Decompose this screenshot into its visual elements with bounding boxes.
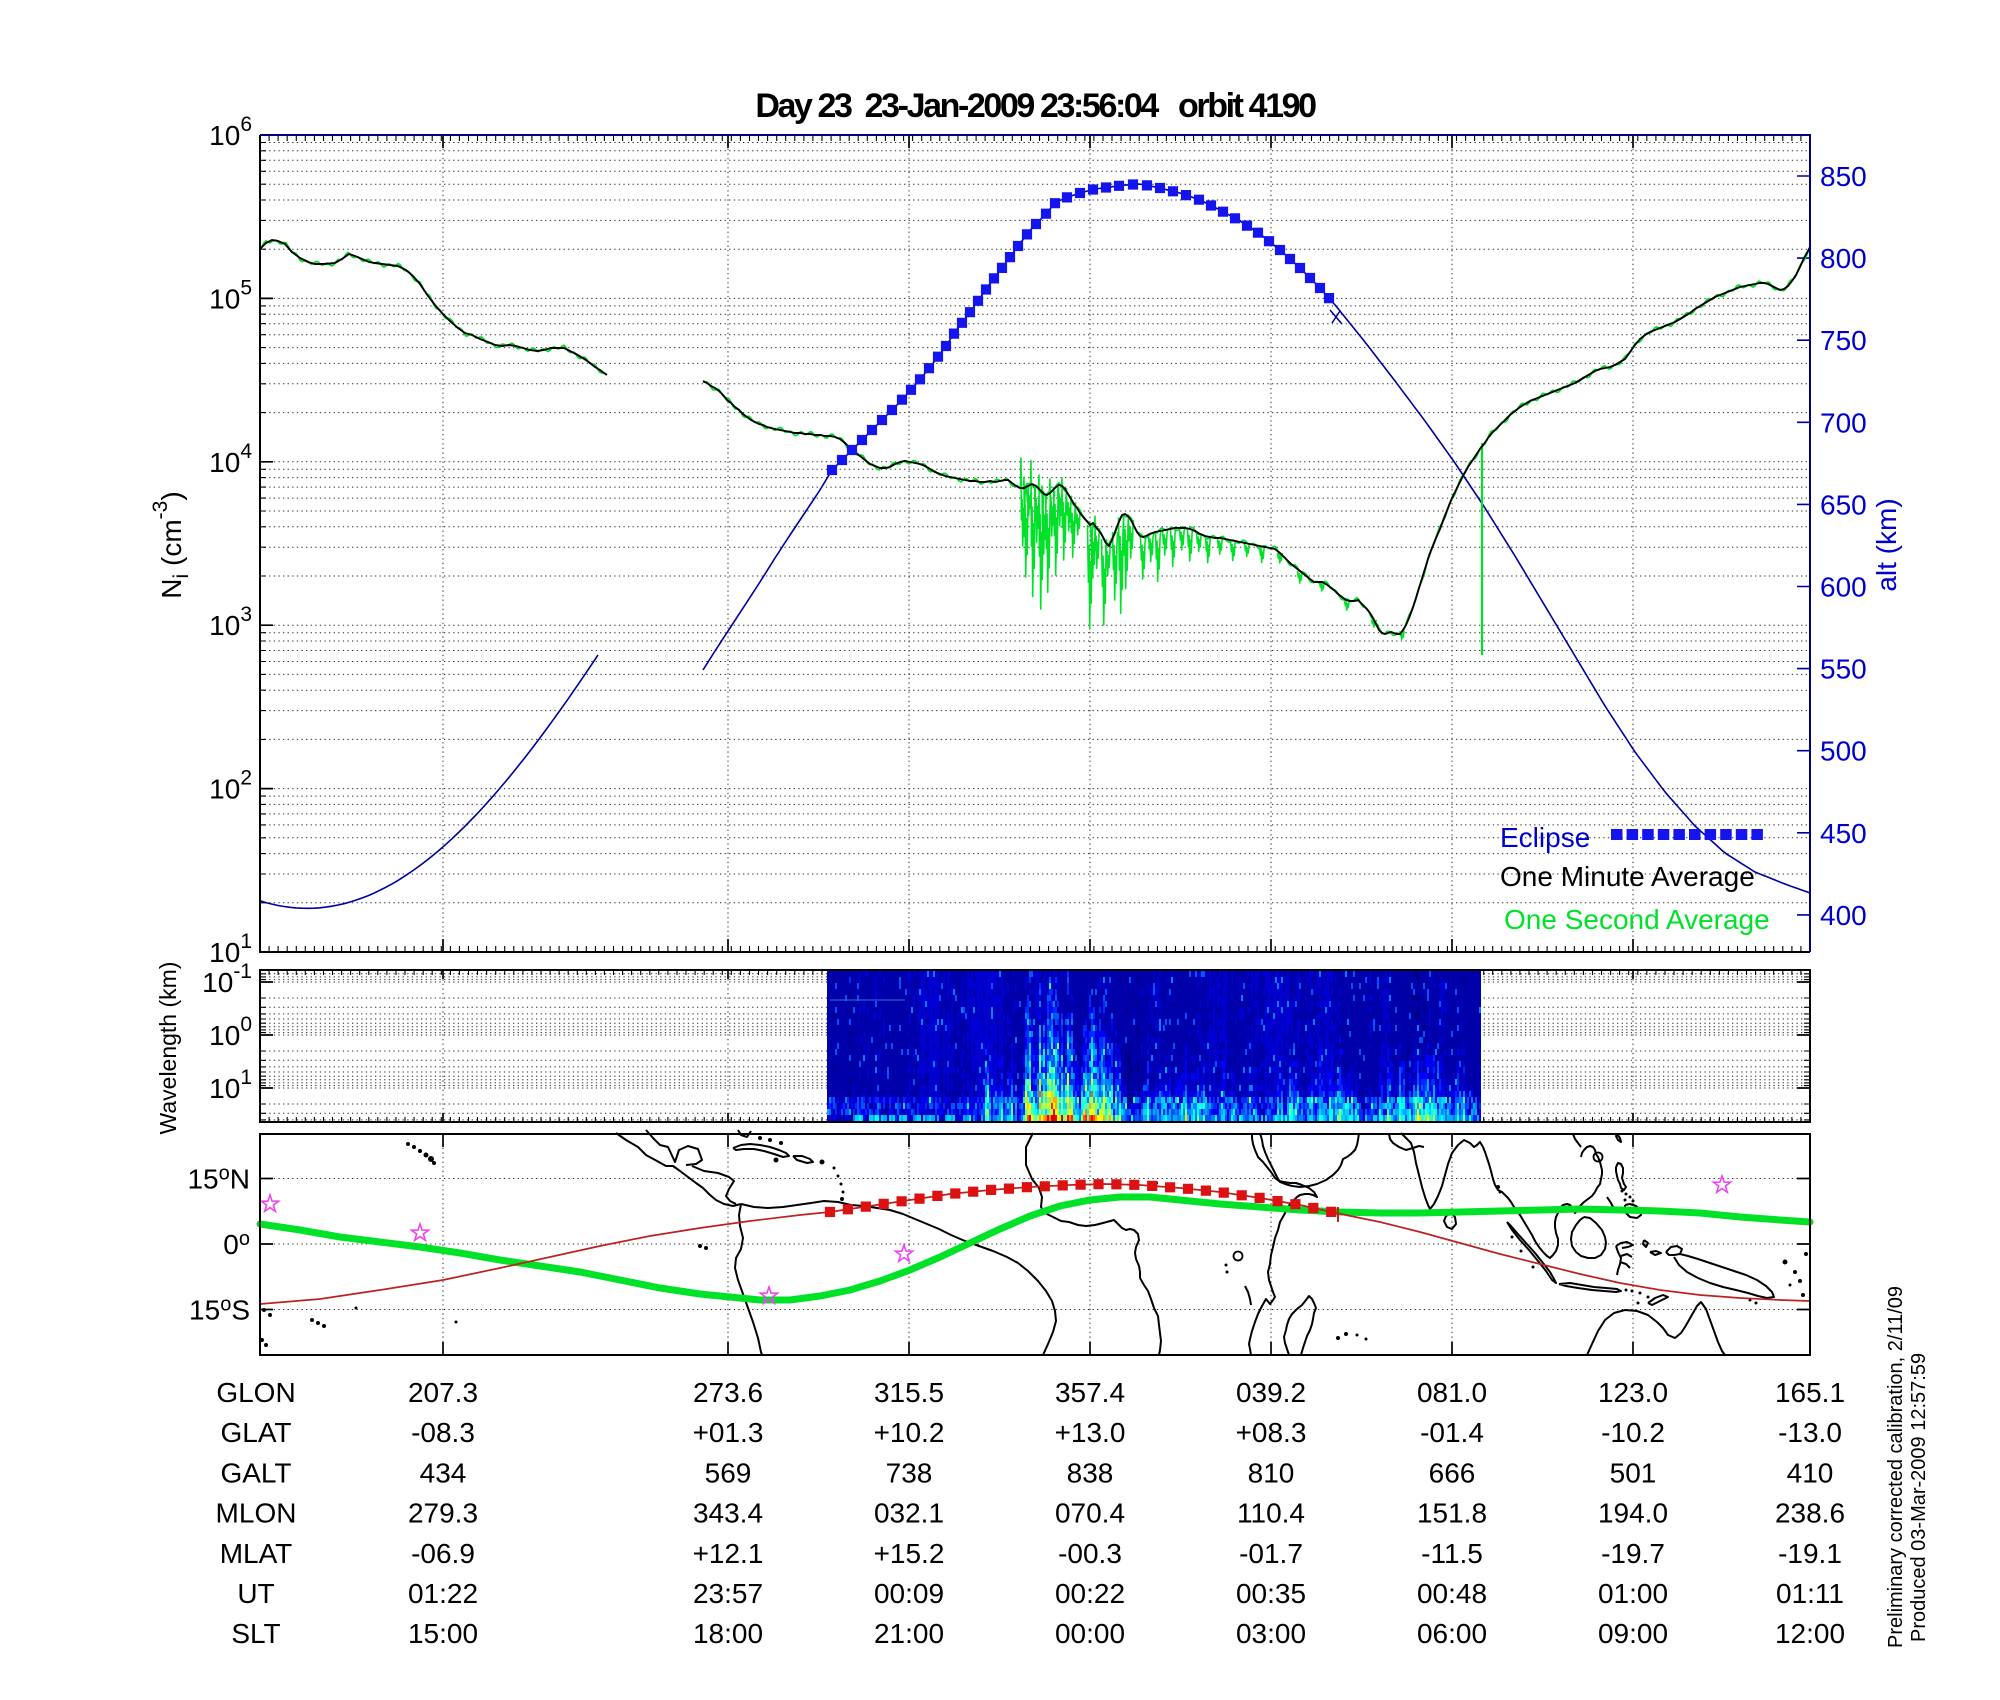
svg-text:00:35: 00:35: [1236, 1578, 1306, 1609]
svg-text:12:00: 12:00: [1775, 1618, 1845, 1649]
svg-text:800: 800: [1820, 243, 1867, 274]
svg-text:-01.7: -01.7: [1239, 1538, 1303, 1569]
svg-text:500: 500: [1820, 736, 1867, 767]
svg-text:GALT: GALT: [220, 1457, 291, 1488]
svg-text:15oS: 15oS: [189, 1294, 250, 1326]
svg-text:838: 838: [1067, 1457, 1114, 1488]
svg-text:+13.0: +13.0: [1055, 1417, 1126, 1448]
svg-text:UT: UT: [237, 1578, 274, 1609]
svg-text:450: 450: [1820, 818, 1867, 849]
svg-text:-00.3: -00.3: [1058, 1538, 1122, 1569]
svg-text:238.6: 238.6: [1775, 1498, 1845, 1529]
svg-text:400: 400: [1820, 900, 1867, 931]
svg-text:Wavelength (km): Wavelength (km): [155, 962, 181, 1135]
svg-text:+01.3: +01.3: [693, 1417, 764, 1448]
svg-text:-19.1: -19.1: [1778, 1538, 1842, 1569]
svg-text:MLAT: MLAT: [220, 1538, 293, 1569]
svg-text:165.1: 165.1: [1775, 1377, 1845, 1408]
svg-text:810: 810: [1248, 1457, 1295, 1488]
svg-text:+15.2: +15.2: [874, 1538, 945, 1569]
svg-text:410: 410: [1787, 1457, 1834, 1488]
svg-text:09:00: 09:00: [1598, 1618, 1668, 1649]
svg-text:18:00: 18:00: [693, 1618, 763, 1649]
svg-text:-01.4: -01.4: [1420, 1417, 1484, 1448]
svg-text:GLAT: GLAT: [220, 1417, 291, 1448]
svg-text:+10.2: +10.2: [874, 1417, 945, 1448]
svg-text:-10.2: -10.2: [1601, 1417, 1665, 1448]
svg-text:01:00: 01:00: [1598, 1578, 1668, 1609]
svg-text:GLON: GLON: [216, 1377, 295, 1408]
svg-text:alt (km): alt (km): [1871, 498, 1902, 591]
svg-text:357.4: 357.4: [1055, 1377, 1125, 1408]
svg-text:03:00: 03:00: [1236, 1618, 1306, 1649]
svg-text:01:11: 01:11: [1776, 1578, 1844, 1609]
svg-text:151.8: 151.8: [1417, 1498, 1487, 1529]
svg-text:MLON: MLON: [216, 1498, 297, 1529]
svg-text:315.5: 315.5: [874, 1377, 944, 1408]
svg-text:123.0: 123.0: [1598, 1377, 1668, 1408]
svg-text:039.2: 039.2: [1236, 1377, 1306, 1408]
svg-text:23:57: 23:57: [693, 1578, 763, 1609]
svg-text:600: 600: [1820, 572, 1867, 603]
svg-text:550: 550: [1820, 654, 1867, 685]
svg-text:279.3: 279.3: [408, 1498, 478, 1529]
svg-text:00:09: 00:09: [874, 1578, 944, 1609]
svg-text:569: 569: [705, 1457, 752, 1488]
svg-text:Produced 03-Mar-2009 12:57:59: Produced 03-Mar-2009 12:57:59: [1908, 1353, 1930, 1642]
svg-text:06:00: 06:00: [1417, 1618, 1487, 1649]
svg-text:343.4: 343.4: [693, 1498, 763, 1529]
svg-text:21:00: 21:00: [874, 1618, 944, 1649]
svg-text:501: 501: [1610, 1457, 1657, 1488]
svg-text:Eclipse: Eclipse: [1500, 822, 1590, 853]
svg-text:Day 23 23-Jan-2009 23:56:04: Day 23 23-Jan-2009 23:56:04 orbit 4190: [755, 87, 1316, 125]
svg-text:850: 850: [1820, 161, 1867, 192]
svg-text:One Second Average: One Second Average: [1504, 904, 1770, 935]
svg-text:700: 700: [1820, 407, 1867, 438]
svg-text:434: 434: [420, 1457, 467, 1488]
svg-text:00:48: 00:48: [1417, 1578, 1487, 1609]
svg-text:650: 650: [1820, 489, 1867, 520]
svg-text:070.4: 070.4: [1055, 1498, 1125, 1529]
svg-text:207.3: 207.3: [408, 1377, 478, 1408]
svg-text:SLT: SLT: [231, 1618, 280, 1649]
svg-text:-19.7: -19.7: [1601, 1538, 1665, 1569]
svg-text:-13.0: -13.0: [1778, 1417, 1842, 1448]
svg-text:-06.9: -06.9: [411, 1538, 475, 1569]
svg-text:738: 738: [886, 1457, 933, 1488]
svg-text:01:22: 01:22: [408, 1578, 478, 1609]
svg-text:00:00: 00:00: [1055, 1618, 1125, 1649]
svg-text:15:00: 15:00: [408, 1618, 478, 1649]
svg-text:750: 750: [1820, 325, 1867, 356]
svg-text:-11.5: -11.5: [1421, 1538, 1483, 1569]
svg-text:081.0: 081.0: [1417, 1377, 1487, 1408]
svg-text:110.4: 110.4: [1237, 1498, 1305, 1529]
svg-text:00:22: 00:22: [1055, 1578, 1125, 1609]
svg-text:194.0: 194.0: [1598, 1498, 1668, 1529]
svg-text:666: 666: [1429, 1457, 1476, 1488]
svg-text:+08.3: +08.3: [1236, 1417, 1307, 1448]
svg-text:+12.1: +12.1: [693, 1538, 764, 1569]
svg-text:One Minute Average: One Minute Average: [1500, 861, 1755, 892]
svg-text:Preliminary corrected calibrat: Preliminary corrected calibration, 2/11/…: [1885, 1286, 1907, 1648]
svg-text:032.1: 032.1: [874, 1498, 944, 1529]
svg-text:-08.3: -08.3: [411, 1417, 475, 1448]
svg-text:273.6: 273.6: [693, 1377, 763, 1408]
